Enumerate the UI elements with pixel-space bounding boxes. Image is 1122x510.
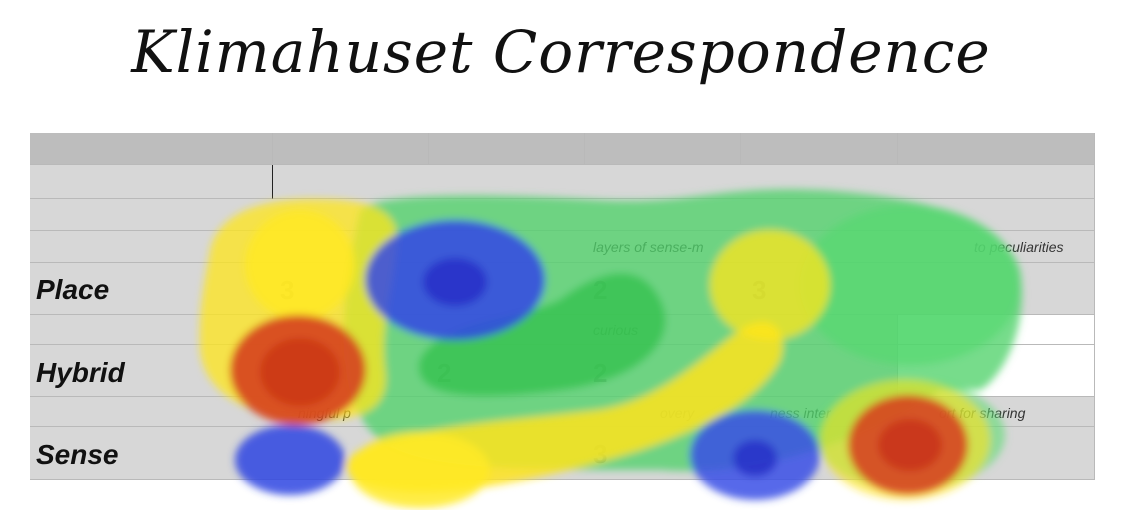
sense-subtitle-1: ningful p bbox=[298, 405, 351, 421]
header-cell bbox=[741, 133, 898, 165]
table-cell bbox=[30, 315, 898, 345]
sense-subtitle-2: overy bbox=[660, 405, 695, 421]
table-row bbox=[30, 165, 1095, 199]
table-cell bbox=[898, 315, 1095, 345]
table-row-place: Place 3 2 3 bbox=[30, 263, 1095, 315]
correspondence-table: layers of sense-m to peculiarities Place… bbox=[30, 133, 1095, 480]
table-row: curious bbox=[30, 315, 1095, 345]
place-subtitle-1: layers of sense-m bbox=[593, 239, 704, 255]
header-cell bbox=[898, 133, 1095, 165]
header-cell bbox=[585, 133, 741, 165]
table-row-sense: Sense 3 bbox=[30, 427, 1095, 480]
page-title: Klimahuset Correspondence bbox=[131, 18, 991, 86]
table-header-row bbox=[30, 133, 1095, 165]
row-label-hybrid: Hybrid bbox=[36, 357, 125, 388]
table-cell bbox=[30, 199, 1095, 231]
table-row: layers of sense-m to peculiarities bbox=[30, 231, 1095, 263]
sense-value-1: 3 bbox=[593, 439, 608, 469]
hybrid-value-1: 2 bbox=[437, 358, 452, 388]
sense-subtitle-3: ness inter bbox=[770, 405, 831, 421]
place-value-3: 3 bbox=[752, 275, 767, 305]
header-cell bbox=[30, 133, 273, 165]
sense-subtitle-4: ort for sharing bbox=[939, 405, 1026, 421]
header-cell bbox=[429, 133, 585, 165]
place-value-2: 2 bbox=[593, 275, 608, 305]
table-cell bbox=[898, 345, 1095, 397]
place-subtitle-2: to peculiarities bbox=[974, 239, 1064, 255]
hybrid-value-2: 2 bbox=[593, 358, 608, 388]
hybrid-subtitle: curious bbox=[593, 322, 639, 338]
table-cell bbox=[30, 427, 1095, 480]
place-value-1: 3 bbox=[280, 275, 295, 305]
table-row bbox=[30, 199, 1095, 231]
table-row: ningful p overy ness inter ort for shari… bbox=[30, 397, 1095, 427]
row-label-sense: Sense bbox=[36, 439, 119, 470]
table-cell bbox=[30, 231, 1095, 263]
row-label-place: Place bbox=[36, 274, 110, 305]
table-cell bbox=[30, 345, 898, 397]
table-cell bbox=[273, 165, 1095, 199]
table-row-hybrid: Hybrid 2 2 bbox=[30, 345, 1095, 397]
header-cell bbox=[273, 133, 429, 165]
table-cell bbox=[30, 165, 273, 199]
table-cell bbox=[30, 397, 1095, 427]
table-cell bbox=[30, 263, 1095, 315]
